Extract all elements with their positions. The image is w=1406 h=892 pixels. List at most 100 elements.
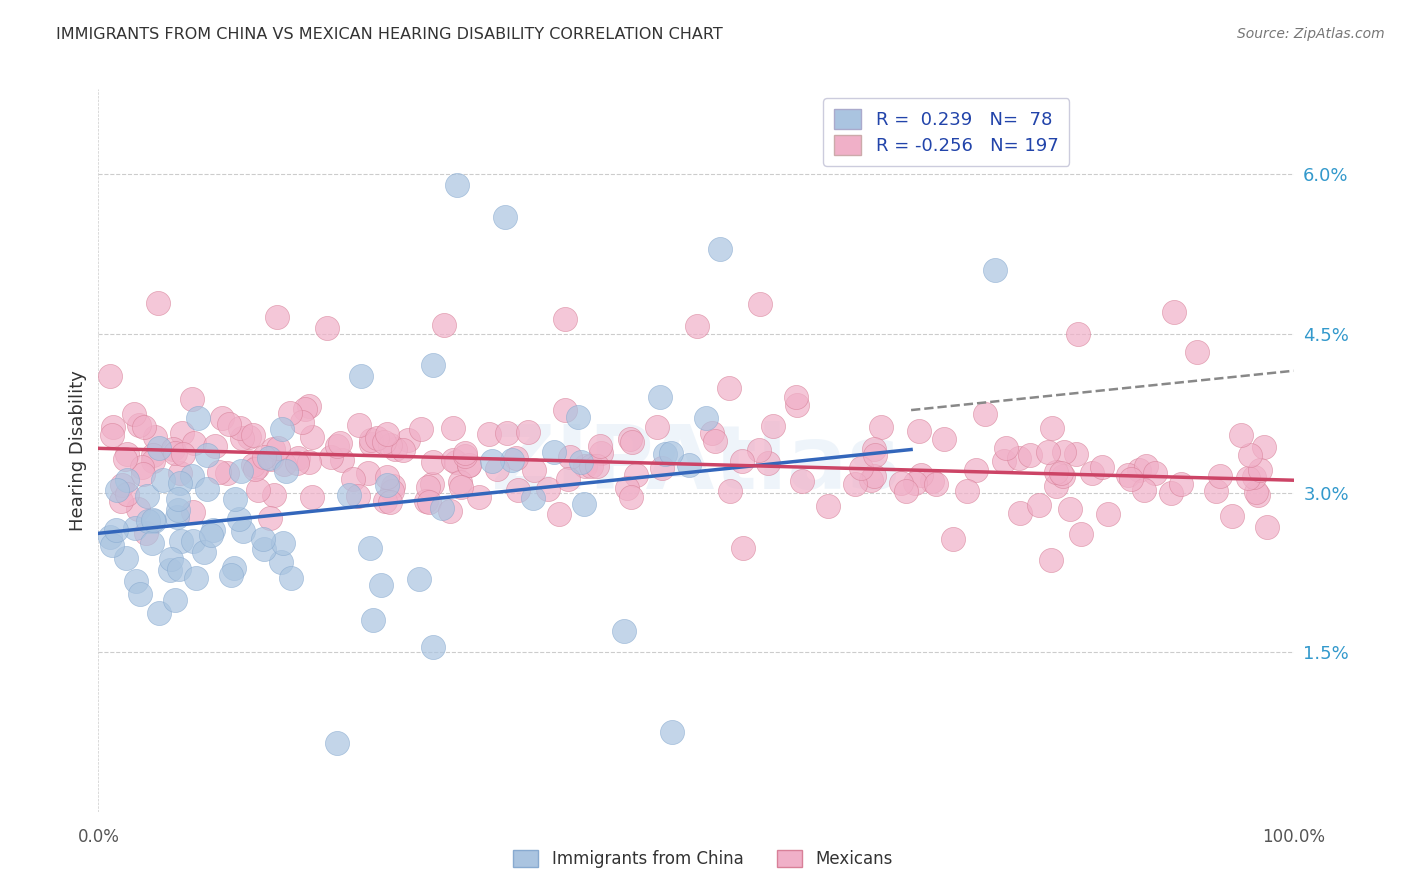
Point [620,490,643,504]
Point [370,578,392,592]
Point [98,530,122,544]
Point [862,442,884,457]
Point [450,480,472,494]
Point [200,527,222,541]
Point [298,399,321,413]
Point [152,473,174,487]
Point [441,452,464,467]
Point [454,446,477,460]
Point [659,446,682,460]
Point [478,427,501,442]
Point [557,472,579,486]
Point [202,524,225,538]
Point [117,447,139,461]
Point [1053,445,1076,459]
Point [267,441,290,455]
Point [347,489,370,503]
Point [458,458,481,472]
Point [409,422,432,436]
Point [396,433,419,447]
Point [1045,479,1067,493]
Point [1256,520,1278,534]
Point [574,458,596,473]
Point [166,509,188,524]
Point [110,477,132,491]
Point [375,478,398,492]
Point [342,472,364,486]
Point [865,448,887,462]
Point [995,442,1018,456]
Point [167,491,190,506]
Point [433,318,456,332]
Point [1081,467,1104,481]
Point [330,452,353,467]
Point [408,572,430,586]
Point [375,470,398,484]
Point [686,318,709,333]
Point [517,425,540,439]
Point [167,502,190,516]
Point [181,505,204,519]
Point [1185,345,1208,359]
Point [287,451,309,466]
Text: ZIPAtlas: ZIPAtlas [491,421,901,508]
Point [184,571,207,585]
Point [193,545,215,559]
Point [274,464,297,478]
Point [218,417,240,432]
Point [262,442,284,456]
Point [586,458,609,473]
Point [1067,326,1090,341]
Point [101,420,124,434]
Point [160,552,183,566]
Point [366,431,388,445]
Point [115,551,138,566]
Point [170,533,193,548]
Point [934,433,956,447]
Point [731,541,754,555]
Point [143,514,166,528]
Point [228,512,250,526]
Point [301,430,323,444]
Point [748,443,770,458]
Point [863,469,886,483]
Text: Source: ZipAtlas.com: Source: ZipAtlas.com [1237,27,1385,41]
Point [392,443,415,458]
Point [870,420,893,434]
Point [326,736,349,750]
Point [263,488,285,502]
Point [890,475,912,490]
Point [339,488,361,502]
Point [142,513,165,527]
Point [522,491,544,505]
Point [183,436,205,450]
Point [238,430,260,444]
Point [1116,467,1139,482]
Point [859,473,882,487]
Point [259,450,281,465]
Point [486,461,509,475]
Point [132,467,155,481]
Point [278,406,301,420]
Point [1239,448,1261,462]
Point [458,458,481,473]
Point [1070,527,1092,541]
Point [208,465,231,479]
Point [589,446,612,460]
Point [124,574,146,588]
Point [543,445,565,459]
Point [554,403,576,417]
Point [651,461,673,475]
Point [904,476,927,491]
Point [1209,468,1232,483]
Point [243,462,266,476]
Point [1050,466,1073,480]
Point [695,411,717,425]
Point [420,477,443,491]
Point [494,210,516,224]
Point [1097,508,1119,522]
Point [374,494,396,508]
Point [122,407,145,421]
Point [105,523,128,537]
Point [704,434,727,449]
